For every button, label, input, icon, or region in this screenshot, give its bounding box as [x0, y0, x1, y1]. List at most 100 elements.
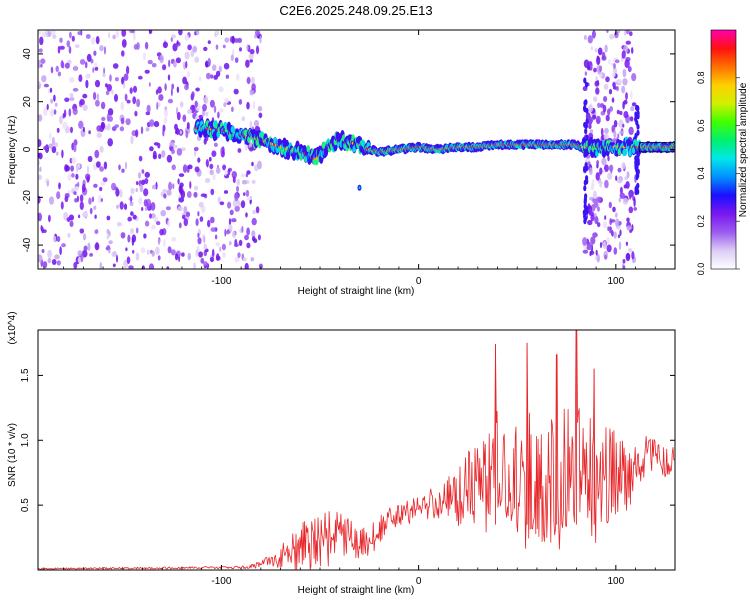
noise-blob: [582, 249, 589, 254]
noise-blob: [253, 120, 260, 127]
noise-blob: [81, 249, 88, 258]
noise-blob: [612, 82, 616, 88]
noise-blob: [604, 44, 608, 53]
noise-blob: [624, 59, 630, 69]
noise-blob: [626, 225, 631, 231]
noise-blob: [242, 257, 247, 262]
noise-blob: [219, 246, 222, 253]
noise-blob: [251, 236, 256, 242]
noise-blob: [79, 59, 86, 65]
noise-blob: [43, 107, 48, 117]
noise-blob: [590, 65, 593, 71]
noise-blob: [596, 163, 599, 169]
noise-blob: [125, 247, 128, 252]
noise-blob: [125, 118, 131, 126]
noise-blob: [233, 88, 239, 95]
noise-blob: [38, 139, 42, 148]
noise-blob: [166, 189, 172, 196]
noise-blob: [618, 197, 621, 203]
noise-blob: [219, 201, 225, 206]
noise-blob: [54, 254, 60, 260]
noise-blob: [625, 30, 630, 35]
y-tick-label: 20: [22, 96, 33, 108]
noise-blob: [112, 63, 119, 69]
noise-blob: [77, 31, 82, 36]
noise-blob: [102, 177, 108, 183]
noise-blob: [224, 37, 230, 43]
colorbar-label: Normalized spectral amplitude: [738, 82, 749, 217]
noise-blob: [187, 252, 192, 261]
noise-blob: [220, 147, 223, 155]
edge-streak: [634, 116, 638, 123]
noise-blob: [171, 83, 175, 90]
edge-streak: [636, 153, 640, 160]
noise-blob: [48, 143, 53, 149]
noise-blob: [592, 197, 598, 204]
noise-blob: [597, 102, 601, 109]
noise-blob: [124, 93, 128, 102]
noise-blob: [144, 207, 148, 211]
noise-blob: [613, 130, 617, 139]
noise-blob: [156, 101, 159, 111]
noise-blob: [123, 82, 126, 89]
x-tick-label: 100: [607, 576, 624, 587]
colorbar-ticks: 0.0 0.2 0.4 0.6 0.8: [696, 72, 740, 275]
noise-blob: [53, 142, 59, 148]
noise-blob: [130, 211, 134, 216]
noise-blob: [224, 168, 227, 177]
noise-blob: [583, 59, 590, 68]
noise-blob: [41, 75, 47, 83]
noise-blob: [189, 181, 192, 189]
noise-blob: [135, 227, 139, 234]
noise-blob: [86, 53, 92, 62]
noise-blob: [178, 30, 183, 36]
noise-blob: [89, 207, 93, 215]
noise-blob: [144, 69, 150, 74]
noise-blob: [56, 151, 59, 156]
noise-blob: [604, 179, 609, 189]
noise-blob: [167, 220, 171, 227]
noise-blob: [176, 86, 180, 93]
noise-blob: [99, 146, 104, 153]
noise-blob: [238, 239, 243, 246]
noise-blob: [625, 241, 629, 246]
snr-x-axis: -100 0 100: [43, 565, 676, 587]
x-tick-label: -100: [211, 576, 231, 587]
noise-blob: [126, 65, 130, 75]
noise-blob: [631, 47, 634, 54]
track-mid: [306, 145, 311, 153]
noise-blob: [96, 125, 102, 132]
noise-blob: [161, 150, 166, 158]
noise-blob: [131, 237, 135, 246]
noise-blob: [207, 40, 211, 44]
noise-blob: [195, 218, 199, 226]
noise-blob: [94, 242, 100, 251]
spectrogram-panel: -100 0 100 -40 -20 0 20 40 Height of straight …: [7, 29, 676, 297]
noise-blob: [604, 127, 609, 134]
noise-blob: [56, 260, 61, 266]
noise-blob: [126, 256, 131, 265]
noise-blob: [582, 237, 588, 246]
noise-blob: [197, 211, 200, 217]
noise-blob: [246, 196, 252, 201]
noise-blob: [183, 206, 188, 214]
noise-blob: [210, 188, 215, 196]
noise-blob: [591, 30, 596, 39]
noise-blob: [100, 101, 106, 110]
snr-y-axis: 0.5 1.0 1.5: [20, 368, 675, 512]
noise-blob: [594, 48, 598, 53]
noise-blob: [108, 240, 113, 245]
noise-blob: [210, 74, 214, 79]
noise-blob: [181, 252, 185, 257]
noise-blob: [192, 45, 198, 53]
noise-blob: [243, 192, 246, 197]
noise-blob: [169, 141, 175, 147]
noise-blob: [213, 142, 218, 147]
noise-blob: [76, 164, 79, 173]
noise-blob: [139, 183, 144, 193]
noise-blob: [56, 127, 60, 133]
noise-blob: [217, 111, 220, 119]
noise-blob: [72, 107, 78, 116]
noise-blob: [612, 67, 618, 74]
noise-blob: [625, 40, 631, 45]
